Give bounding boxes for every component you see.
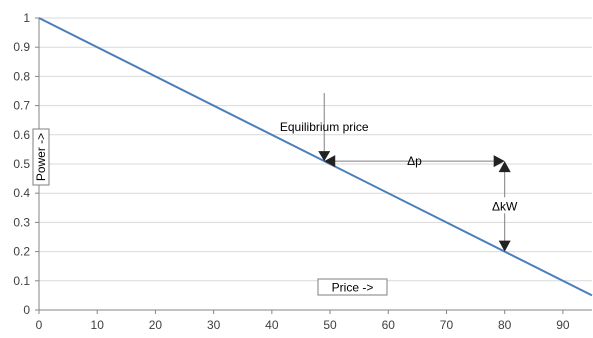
series-lines — [38, 17, 593, 297]
x-tick-label: 80 — [498, 318, 512, 332]
y-tick-label: 0.9 — [13, 40, 30, 54]
x-tick-label: 60 — [382, 318, 396, 332]
y-tick-label: 0 — [23, 303, 30, 317]
x-tick-label: 90 — [556, 318, 570, 332]
delta-p-arrowhead-right — [493, 155, 505, 168]
equilibrium-arrowhead — [318, 151, 331, 162]
y-axis-title: Power -> — [32, 128, 50, 186]
x-tick-label: 30 — [207, 318, 221, 332]
x-tick-label: 50 — [323, 318, 337, 332]
y-tick-labels: 0 0.1 0.2 0.3 0.4 0.5 0.6 0.7 0.8 0.9 1 — [13, 11, 30, 317]
x-axis-label: Price -> — [332, 281, 374, 295]
y-tick-label: 0.2 — [13, 245, 30, 259]
y-tick-label: 0.8 — [13, 69, 30, 83]
delta-kw-arrowhead-bottom — [498, 240, 511, 252]
y-tick-label: 0.4 — [13, 186, 30, 200]
delta-p-arrowhead-left — [324, 155, 336, 168]
x-tick-label: 20 — [149, 318, 163, 332]
y-tick-label: 0.5 — [13, 157, 30, 171]
x-tick-label: 70 — [440, 318, 454, 332]
series-line — [38, 17, 593, 297]
delta-kw-label: ΔkW — [492, 199, 518, 213]
x-tick-labels: 0 10 20 30 40 50 60 70 80 90 — [36, 318, 570, 332]
x-axis-title: Price -> — [317, 278, 388, 296]
grid-lines — [39, 17, 592, 282]
y-axis-label: Power -> — [34, 133, 48, 181]
y-tick-label: 0.1 — [13, 274, 30, 288]
equilibrium-label: Equilibrium price — [280, 120, 369, 134]
x-tick-label: 40 — [265, 318, 279, 332]
axes — [35, 17, 592, 314]
y-tick-label: 0.3 — [13, 215, 30, 229]
x-tick-label: 0 — [36, 318, 43, 332]
x-tick-label: 10 — [91, 318, 105, 332]
y-tick-label: 1 — [23, 11, 30, 25]
y-tick-label: 0.6 — [13, 128, 30, 142]
delta-kw-label-bg — [487, 197, 522, 214]
y-tick-label: 0.7 — [13, 99, 30, 113]
delta-p-label: Δp — [407, 154, 422, 168]
delta-kw-arrowhead-top — [498, 161, 511, 173]
annotations: Equilibrium price Δp ΔkW — [280, 93, 522, 252]
